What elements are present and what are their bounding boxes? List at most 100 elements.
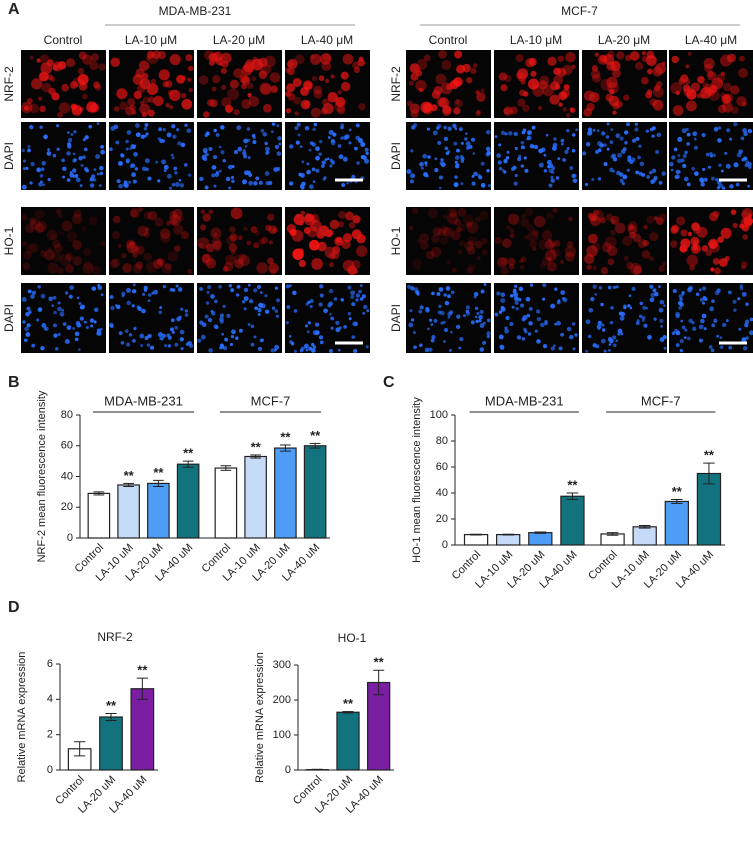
cell: [744, 322, 749, 328]
cell: [307, 321, 311, 325]
cell: [456, 64, 466, 74]
cell: [430, 323, 434, 327]
cell: [457, 223, 466, 232]
cell: [574, 333, 578, 337]
cell: [319, 53, 332, 65]
cell: [438, 304, 442, 309]
cell: [527, 130, 532, 136]
cell: [294, 54, 305, 65]
cell: [46, 151, 52, 156]
cell: [122, 263, 132, 273]
cell: [353, 348, 358, 353]
cell: [701, 132, 706, 138]
error-bar: [671, 499, 683, 504]
cell: [575, 128, 579, 132]
cell: [129, 207, 141, 218]
cell: [127, 97, 136, 107]
cell: [428, 347, 433, 352]
cell: [520, 140, 525, 145]
cell: [500, 298, 506, 304]
cell: [564, 245, 577, 258]
cell: [188, 173, 192, 177]
cell: [134, 167, 139, 171]
cell: [538, 239, 549, 250]
micrograph: [197, 122, 282, 190]
cell: [220, 52, 232, 64]
cell: [328, 261, 335, 268]
cell: [340, 123, 345, 127]
cell: [466, 76, 473, 84]
cell: [161, 263, 173, 274]
cell: [307, 300, 311, 304]
cell: [588, 213, 597, 222]
cell: [184, 309, 189, 313]
cell: [409, 63, 420, 74]
cell: [606, 147, 610, 151]
cell: [416, 266, 421, 271]
cell: [84, 147, 88, 152]
cell: [607, 258, 615, 266]
cell: [356, 245, 368, 257]
cell: [635, 136, 640, 141]
cell: [220, 67, 227, 75]
cell: [198, 75, 209, 85]
cell: [707, 70, 714, 78]
cell: [658, 285, 661, 288]
cell: [447, 316, 451, 319]
cell: [410, 72, 419, 81]
cell: [243, 138, 249, 144]
cell: [476, 92, 486, 102]
cell: [649, 170, 653, 175]
cell: [620, 149, 626, 154]
cell: [109, 295, 114, 299]
cell: [205, 152, 209, 157]
cell: [118, 160, 123, 166]
cell: [82, 93, 88, 100]
column-label: LA-40 μM: [301, 33, 353, 47]
cell: [233, 109, 240, 116]
cell: [597, 320, 603, 326]
cell: [237, 146, 243, 152]
cell: [243, 307, 247, 311]
cell: [691, 326, 697, 332]
micrograph: [197, 207, 282, 275]
cell: [75, 321, 81, 326]
cell: [638, 314, 643, 318]
cell: [248, 283, 251, 287]
cell: [48, 296, 54, 302]
cell: [158, 127, 163, 132]
cell: [171, 217, 179, 225]
cell: [179, 183, 185, 188]
column-label: LA-10 μM: [510, 33, 562, 47]
cell: [590, 296, 595, 302]
cell: [236, 125, 242, 131]
cell: [130, 144, 135, 148]
cell: [663, 304, 666, 308]
y-axis-label: Relative mRNA expression: [254, 652, 266, 783]
cell: [740, 261, 748, 268]
cell: [248, 299, 254, 304]
cell: [197, 237, 210, 250]
cell: [480, 88, 485, 93]
cell: [587, 334, 592, 339]
cell: [211, 165, 217, 170]
cell: [140, 100, 145, 106]
cell: [742, 234, 749, 240]
cell: [520, 303, 525, 308]
cell: [153, 258, 164, 269]
cell: [133, 90, 142, 100]
cell: [423, 172, 428, 177]
y-tick-label: 0: [442, 539, 448, 551]
cell: [132, 339, 136, 343]
cell: [276, 151, 282, 156]
cell: [171, 182, 176, 187]
y-tick-label: 0: [67, 532, 73, 544]
cell: [623, 94, 630, 101]
cell: [663, 346, 667, 350]
cell: [264, 309, 270, 314]
cell: [607, 336, 613, 342]
cell: [340, 136, 344, 140]
cell: [230, 288, 235, 293]
cell: [634, 122, 639, 126]
